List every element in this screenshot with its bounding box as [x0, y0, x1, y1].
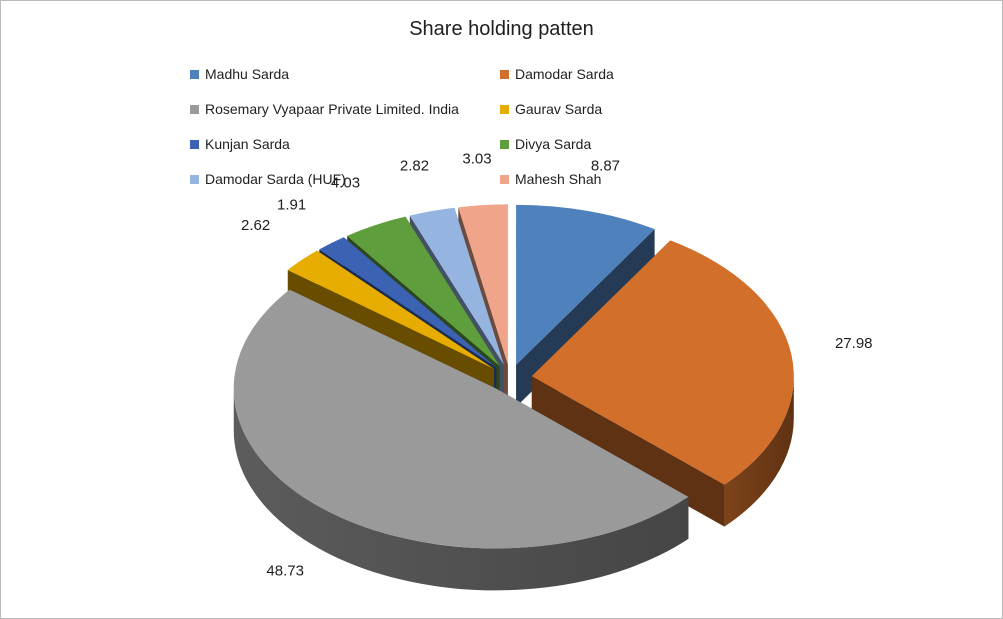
legend-swatch	[500, 69, 509, 79]
legend-swatch	[500, 104, 509, 114]
data-label: 1.91	[277, 197, 306, 214]
legend-label: Mahesh Shah	[515, 171, 602, 187]
legend-label: Kunjan Sarda	[205, 136, 290, 152]
legend-label: Rosemary Vyapaar Private Limited. India	[205, 101, 459, 117]
data-label: 2.82	[400, 158, 429, 175]
legend-label: Divya Sarda	[515, 136, 592, 152]
legend-item: Divya Sarda	[500, 136, 591, 152]
legend-swatch	[500, 174, 509, 184]
pie-slice	[319, 237, 497, 368]
data-label: 27.98	[835, 335, 873, 352]
legend-swatch	[190, 139, 199, 149]
legend-item: Damodar Sarda (HUF)	[190, 171, 346, 187]
legend-item: Damodar Sarda	[500, 66, 614, 82]
legend-label: Gaurav Sarda	[515, 101, 603, 117]
data-label: 4.03	[331, 175, 360, 192]
chart-title: Share holding patten	[409, 18, 594, 40]
legend-swatch	[190, 69, 199, 79]
legend-item: Kunjan Sarda	[190, 136, 290, 152]
legend-label: Damodar Sarda	[515, 66, 614, 82]
pie-slice	[458, 204, 508, 365]
pie-slice	[409, 207, 504, 365]
data-label: 2.62	[241, 217, 270, 234]
legend-item: Gaurav Sarda	[500, 101, 602, 117]
pie-slice	[287, 250, 494, 369]
pie-slice	[233, 289, 689, 549]
legend-swatch	[190, 104, 199, 114]
pie-slice-edge	[724, 376, 794, 527]
legend-item: Madhu Sarda	[190, 66, 289, 82]
data-label: 8.87	[591, 158, 620, 175]
legend-item: Mahesh Shah	[500, 171, 601, 187]
pie-slice-wall	[531, 376, 725, 527]
data-label: 3.03	[462, 150, 491, 167]
pie-slice-edge	[233, 388, 689, 591]
data-label: 48.73	[266, 562, 304, 579]
legend-label: Madhu Sarda	[205, 66, 290, 82]
legend-swatch	[190, 174, 199, 184]
legend-label: Damodar Sarda (HUF)	[205, 171, 346, 187]
pie-slice	[531, 240, 794, 485]
pie-slice	[347, 216, 500, 366]
pie-slice	[516, 204, 655, 365]
legend-item: Rosemary Vyapaar Private Limited. India	[190, 101, 459, 117]
legend-swatch	[500, 139, 509, 149]
